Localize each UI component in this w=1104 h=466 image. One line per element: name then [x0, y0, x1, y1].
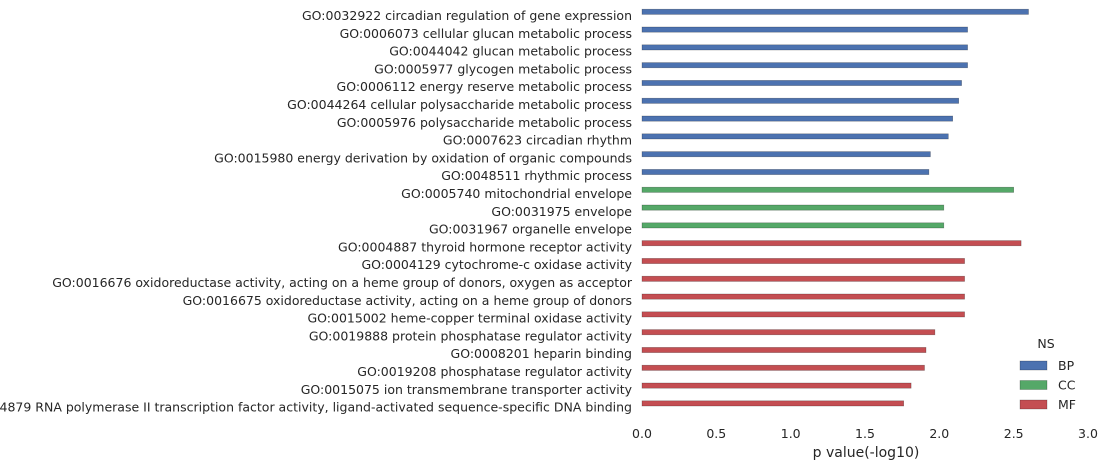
- category-label: GO:0004129 cytochrome-c oxidase activity: [362, 257, 633, 272]
- category-label: GO:0019208 phosphatase regulator activit…: [357, 364, 632, 379]
- bar-cc: [641, 204, 945, 211]
- category-label: GO:0016676 oxidoreductase activity, acti…: [52, 275, 633, 290]
- legend-swatch-cc: [1019, 380, 1048, 390]
- category-label: GO:0019888 protein phosphatase regulator…: [309, 328, 633, 343]
- bar-cc: [641, 222, 945, 229]
- bar-mf: [641, 240, 1022, 247]
- bar-mf: [641, 275, 965, 282]
- bar-mf: [641, 258, 965, 264]
- category-label: GO:0006112 energy reserve metabolic proc…: [337, 79, 632, 94]
- bar-mf: [641, 293, 965, 300]
- category-label: GO:0006073 cellular glucan metabolic pro…: [340, 26, 632, 41]
- x-axis-title: p value(-log10): [813, 445, 920, 461]
- category-label: GO:0048511 rhythmic process: [441, 168, 632, 183]
- x-tick-label: 2.5: [1004, 426, 1024, 441]
- category-label: GO:0007623 circadian rhythm: [443, 133, 632, 148]
- legend-label-bp: BP: [1058, 358, 1075, 373]
- bar-mf: [641, 347, 927, 353]
- bar-bp: [641, 8, 1029, 15]
- category-label: GO:0044264 cellular polysaccharide metab…: [287, 97, 632, 112]
- legend-label-cc: CC: [1058, 378, 1076, 393]
- legend: NS BP CC MF: [1019, 336, 1076, 412]
- x-axis-ticks: 0.0 0.5 1.0 1.5 2.0 2.5 3.0: [632, 426, 1098, 441]
- x-tick-label: 3.0: [1078, 426, 1098, 441]
- bar-mf: [641, 364, 925, 371]
- category-label: GO:0005976 polysaccharide metabolic proc…: [337, 115, 632, 130]
- category-label: GO:0004879 RNA polymerase II transcripti…: [0, 400, 632, 415]
- bar-mf: [641, 400, 905, 407]
- category-label: GO:0015980 energy derivation by oxidatio…: [214, 150, 632, 165]
- bar-mf: [641, 311, 965, 318]
- bar-bp: [641, 169, 930, 175]
- category-label: GO:0015002 heme-copper terminal oxidase …: [307, 311, 632, 326]
- bar-mf: [641, 329, 936, 336]
- bar-bp: [641, 80, 962, 86]
- legend-swatch-bp: [1019, 360, 1048, 371]
- bar-bp: [641, 151, 931, 158]
- bar-bp: [641, 44, 968, 51]
- x-tick-label: 0.5: [706, 426, 726, 441]
- bar-bp: [641, 97, 960, 104]
- legend-entries: BP CC MF: [1019, 358, 1076, 412]
- bars-layer: [641, 8, 1029, 407]
- category-label: GO:0032922 circadian regulation of gene …: [302, 8, 632, 23]
- legend-title: NS: [1037, 336, 1054, 351]
- x-tick-label: 0.0: [632, 426, 652, 441]
- legend-swatch-mf: [1019, 399, 1048, 410]
- category-label: GO:0031967 organelle envelope: [429, 222, 632, 237]
- category-label: GO:0005977 glycogen metabolic process: [374, 61, 632, 76]
- x-tick-label: 1.0: [781, 426, 801, 441]
- category-label: GO:0015075 ion transmembrane transporter…: [301, 382, 633, 397]
- bar-bp: [641, 133, 949, 140]
- category-label: GO:0031975 envelope: [491, 204, 632, 219]
- category-label: GO:0016675 oxidoreductase activity, acti…: [183, 293, 632, 308]
- category-label: GO:0008201 heparin binding: [451, 346, 632, 361]
- category-label: GO:0044042 glucan metabolic process: [389, 44, 632, 59]
- category-labels: GO:0032922 circadian regulation of gene …: [0, 8, 633, 415]
- bar-bp: [641, 26, 968, 33]
- x-tick-label: 1.5: [855, 426, 875, 441]
- bar-bp: [641, 115, 954, 122]
- bar-cc: [641, 186, 1015, 193]
- category-label: GO:0005740 mitochondrial envelope: [401, 186, 632, 201]
- x-tick-label: 2.0: [929, 426, 949, 441]
- legend-label-mf: MF: [1058, 397, 1076, 412]
- bar-mf: [641, 382, 912, 389]
- category-label: GO:0004887 thyroid hormone receptor acti…: [338, 239, 633, 254]
- bar-bp: [641, 62, 968, 69]
